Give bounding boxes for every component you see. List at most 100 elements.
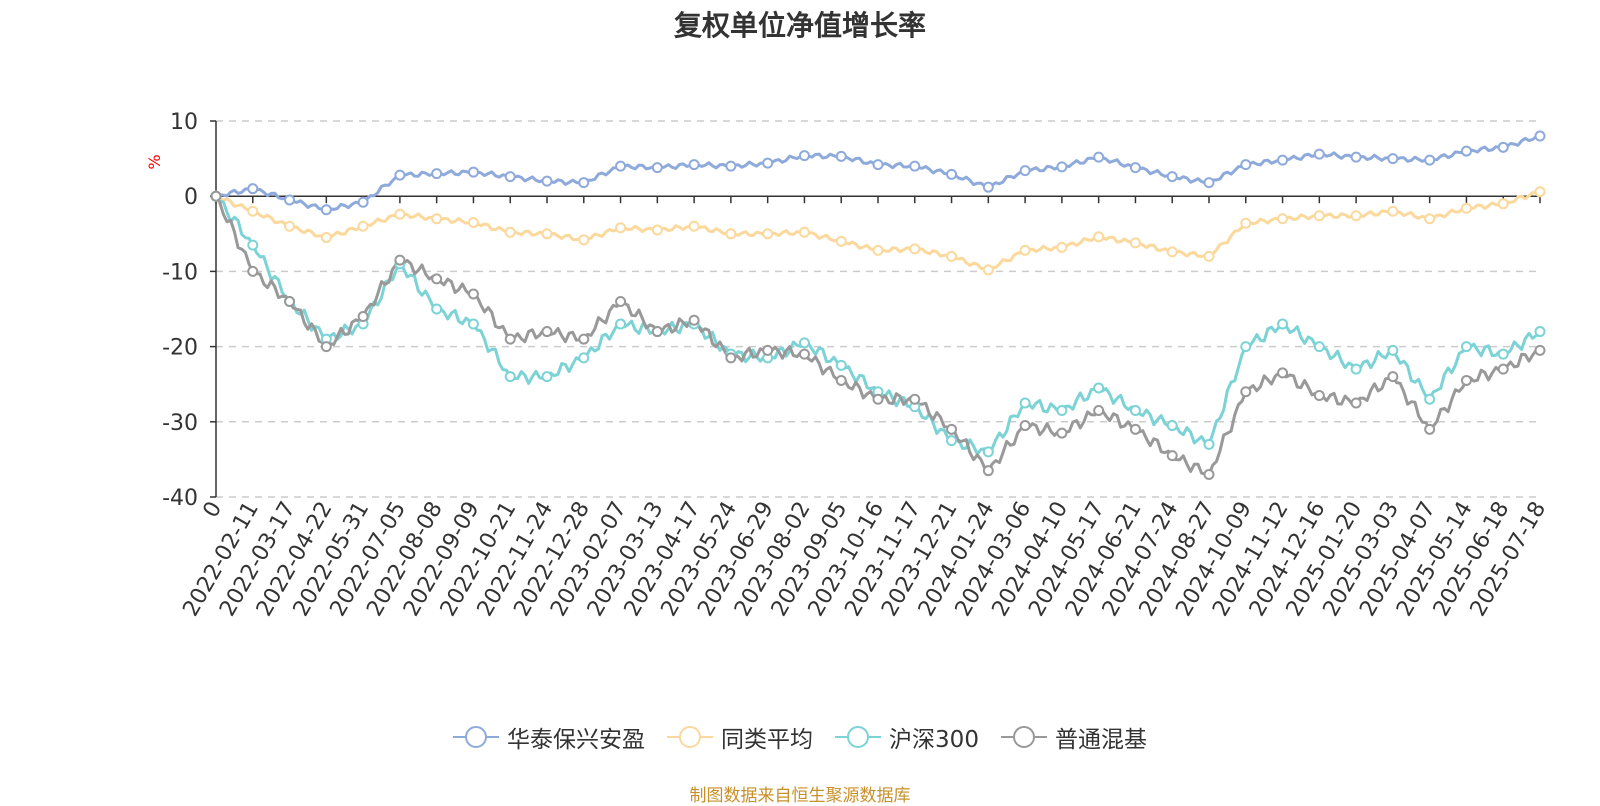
series-point (1424, 393, 1436, 405)
series-point (1240, 159, 1252, 171)
series-point (1093, 231, 1105, 243)
series-line-2 (214, 195, 1542, 456)
series-point (320, 204, 332, 216)
chart-title: 复权单位净值增长率 (673, 9, 926, 42)
series-markers (210, 130, 1546, 480)
y-tick-label: -20 (162, 336, 198, 361)
series-point (762, 344, 774, 356)
series-point (247, 205, 259, 217)
x-tick-label: 0 (199, 498, 228, 523)
series-point (1460, 202, 1472, 214)
series-point (504, 371, 516, 383)
series-point (909, 160, 921, 172)
series-point (1350, 363, 1362, 375)
legend-item[interactable]: 普通混基 (1000, 720, 1147, 754)
series-point (431, 168, 443, 180)
series-point (798, 226, 810, 238)
series-point (909, 393, 921, 405)
series-point (1534, 326, 1546, 338)
series-point (394, 254, 406, 266)
series-point (946, 168, 958, 180)
series-point (1056, 427, 1068, 439)
series-point (688, 314, 700, 326)
series-point (1534, 130, 1546, 142)
series-point (467, 318, 479, 330)
series-point (946, 423, 958, 435)
legend: 华泰保兴安盈 同类平均 沪深300 普通混基 (0, 720, 1600, 754)
series-point (1129, 405, 1141, 417)
series-point (1313, 389, 1325, 401)
series-point (210, 190, 222, 202)
series-point (1497, 348, 1509, 360)
series-point (872, 159, 884, 171)
legend-label: 普通混基 (1054, 727, 1147, 753)
series-point (798, 337, 810, 349)
series-point (1424, 423, 1436, 435)
series-point (1460, 374, 1472, 386)
series-point (541, 228, 553, 240)
series-point (835, 359, 847, 371)
series-point (982, 264, 994, 276)
series-point (835, 235, 847, 247)
legend-item[interactable]: 沪深300 (835, 720, 979, 754)
y-tick-label: 10 (170, 110, 198, 135)
series-point (541, 326, 553, 338)
series-point (982, 181, 994, 193)
series-point (1166, 246, 1178, 258)
series-point (651, 326, 663, 338)
series-point (541, 371, 553, 383)
series-point (688, 159, 700, 171)
series-point (725, 352, 737, 364)
series-point (541, 175, 553, 187)
legend-item[interactable]: 同类平均 (667, 720, 813, 754)
series-point (1093, 151, 1105, 163)
series-point (1534, 186, 1546, 198)
series-point (578, 177, 590, 189)
series-point (1240, 386, 1252, 398)
y-tick-label: 0 (184, 185, 198, 210)
y-tick-label: -10 (162, 260, 198, 285)
legend-item[interactable]: 华泰保兴安盈 (453, 720, 645, 754)
series-point (284, 220, 296, 232)
series-point (1166, 420, 1178, 432)
series-point (1093, 382, 1105, 394)
series-point (1497, 198, 1509, 210)
series-point (1497, 141, 1509, 153)
series-point (1277, 367, 1289, 379)
series-point (1424, 154, 1436, 166)
series-point (1387, 205, 1399, 217)
series-point (725, 228, 737, 240)
series-point (1203, 468, 1215, 480)
series-point (1166, 450, 1178, 462)
series-point (688, 220, 700, 232)
series-point (1387, 153, 1399, 165)
legend-line-circle-icon (1000, 725, 1047, 749)
series-point (615, 160, 627, 172)
legend-label: 沪深300 (889, 727, 979, 753)
series-point (578, 234, 590, 246)
series-point (1056, 405, 1068, 417)
series-point (1350, 151, 1362, 163)
series-point (1313, 341, 1325, 353)
series-point (1129, 423, 1141, 435)
series-point (1277, 213, 1289, 225)
series-point (651, 224, 663, 236)
series-point (615, 318, 627, 330)
series-point (247, 183, 259, 195)
series-point (1240, 341, 1252, 353)
series-point (467, 166, 479, 178)
series-point (798, 150, 810, 162)
series-point (1313, 210, 1325, 222)
series-point (504, 333, 516, 345)
series-point (909, 243, 921, 255)
series-point (320, 341, 332, 353)
series-line-3 (214, 195, 1541, 476)
series-point (1424, 213, 1436, 225)
series-point (1277, 318, 1289, 330)
series-point (725, 160, 737, 172)
series-point (615, 295, 627, 307)
series-point (1313, 148, 1325, 160)
legend-line-circle-icon (835, 725, 882, 749)
series-point (394, 169, 406, 181)
legend-line-circle-icon (667, 725, 714, 749)
